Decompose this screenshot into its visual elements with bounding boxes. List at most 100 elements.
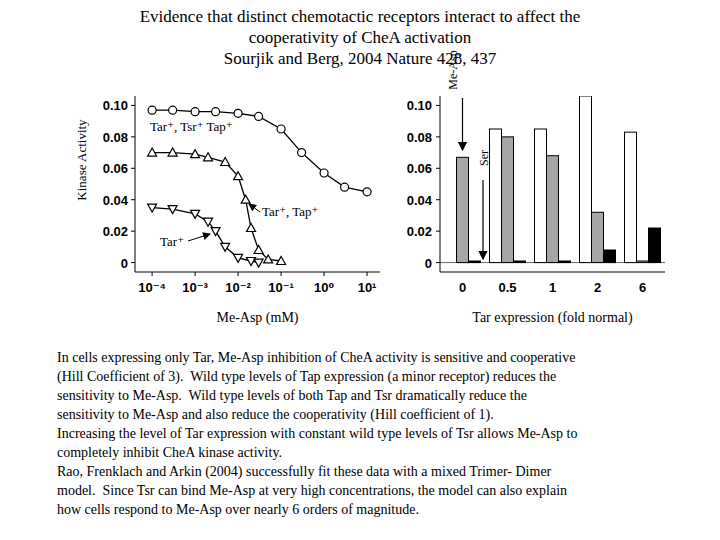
marker: [221, 243, 230, 251]
y-tick: [436, 262, 440, 263]
bar: [625, 132, 637, 262]
x-tick: [195, 272, 196, 276]
marker: [212, 108, 220, 116]
x-axis-line: [135, 272, 380, 273]
marker: [298, 149, 306, 157]
y-tick: [131, 199, 135, 200]
annotation: Me-Asp: [446, 50, 460, 89]
body-text: sensitivity to Me-Asp and also reduce th…: [57, 407, 494, 423]
y-tick: [436, 168, 440, 169]
y-tick-label: 0.02: [407, 224, 432, 239]
marker: [277, 125, 285, 133]
marker: [320, 169, 328, 177]
marker: [363, 188, 371, 196]
annotation: Ser: [477, 150, 491, 166]
y-axis-label: Kinase Activity: [74, 119, 89, 201]
bar: [604, 250, 616, 263]
y-tick: [436, 199, 440, 200]
bar: [502, 137, 514, 263]
x-tick-label: 0: [459, 280, 466, 295]
bar: [637, 261, 649, 263]
plot-area: [457, 96, 661, 263]
x-tick-label: 0.5: [498, 280, 516, 295]
bar: [592, 212, 604, 262]
page: Evidence that distinct chemotactic recep…: [0, 0, 720, 540]
x-tick-label: 10⁻¹: [268, 280, 294, 295]
series-label: Tar⁺, Tsr⁺ Tap⁺: [150, 119, 233, 134]
y-tick-label: 0.10: [407, 98, 432, 113]
body-text: sensitivity to Me-Asp. Wild type levels …: [57, 388, 527, 403]
y-tick-label: 0.08: [407, 130, 432, 145]
annotation-arrow: [482, 180, 483, 259]
bar: [469, 261, 481, 263]
x-tick: [367, 272, 368, 276]
bar: [490, 129, 502, 263]
body-text: Increasing the level of Tar expression w…: [57, 426, 577, 441]
marker: [204, 153, 213, 161]
bar: [580, 96, 592, 263]
marker: [168, 206, 177, 214]
marker: [254, 246, 263, 254]
marker: [148, 204, 157, 212]
y-tick: [131, 168, 135, 169]
label-arrow: [188, 234, 210, 241]
title: Evidence that distinct chemotactic recep…: [140, 7, 581, 26]
y-tick-label: 0.08: [103, 130, 128, 145]
y-tick: [131, 262, 135, 263]
y-tick: [131, 105, 135, 106]
y-tick-label: 0.10: [103, 98, 128, 113]
x-tick-label: 2: [594, 280, 601, 295]
marker: [191, 108, 199, 116]
marker: [204, 218, 213, 226]
x-tick-label: 10⁰: [314, 280, 334, 295]
x-tick-label: 10⁻³: [182, 280, 208, 295]
marker: [211, 228, 220, 236]
y-tick: [131, 231, 135, 232]
x-tick-label: 10⁻⁴: [138, 280, 166, 295]
x-tick-label: 1: [549, 280, 556, 295]
annotation-arrow: [462, 98, 463, 150]
y-tick-label: 0: [121, 256, 128, 271]
marker: [148, 148, 157, 156]
x-tick: [152, 272, 153, 276]
marker: [148, 106, 156, 114]
marker: [254, 259, 263, 267]
marker: [234, 109, 242, 117]
bar: [535, 129, 547, 263]
bar: [457, 157, 469, 262]
y-tick-label: 0.02: [103, 224, 128, 239]
y-axis-line: [135, 96, 136, 272]
marker: [234, 172, 243, 180]
y-tick: [436, 231, 440, 232]
marker: [169, 106, 177, 114]
body-text: In cells expressing only Tar, Me-Asp inh…: [57, 350, 575, 365]
marker: [264, 255, 273, 263]
marker: [247, 224, 256, 232]
series-label: Tar⁺, Tap⁺: [262, 204, 318, 219]
x-axis-label: Me-Asp (mM): [216, 310, 298, 326]
y-tick-label: 0.06: [103, 161, 128, 176]
x-tick-label: 6: [639, 280, 646, 295]
x-tick-label: 10⁻²: [225, 280, 251, 295]
y-tick-label: 0.04: [103, 193, 129, 208]
y-tick: [131, 136, 135, 137]
marker: [221, 158, 230, 166]
marker: [191, 150, 200, 158]
y-tick: [436, 105, 440, 106]
plot-area: [148, 106, 371, 267]
bar: [649, 228, 661, 263]
marker: [168, 148, 177, 156]
marker: [277, 257, 286, 265]
marker: [341, 183, 349, 191]
series-line: [152, 208, 258, 263]
x-axis-label: Tar expression (fold normal): [472, 310, 633, 326]
marker: [255, 112, 263, 120]
x-axis-line: [440, 272, 665, 273]
body-text: (Hill Coefficient of 3). Wild type level…: [57, 369, 556, 385]
y-tick-label: 0.04: [407, 193, 433, 208]
marker: [241, 195, 250, 203]
bar: [547, 156, 559, 263]
series-label: Tar⁺: [160, 234, 184, 249]
marker: [191, 210, 200, 218]
body-text: model. Since Tsr can bind Me-Asp at very…: [57, 483, 567, 498]
